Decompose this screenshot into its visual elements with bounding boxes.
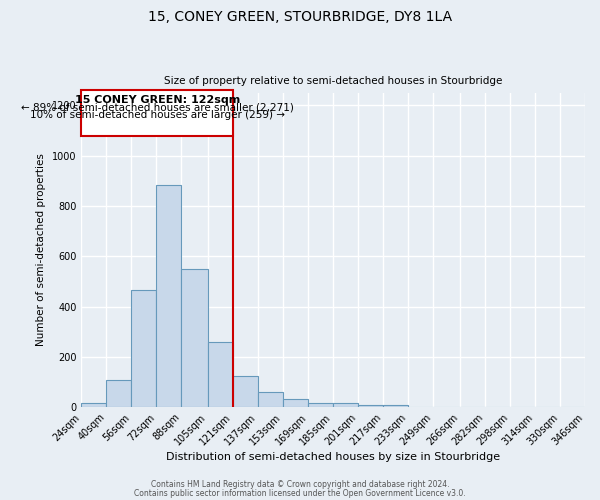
Text: Contains public sector information licensed under the Open Government Licence v3: Contains public sector information licen… [134, 488, 466, 498]
Y-axis label: Number of semi-detached properties: Number of semi-detached properties [37, 154, 46, 346]
FancyBboxPatch shape [82, 90, 233, 136]
Bar [82, 404, 106, 407]
Bar [208, 342, 233, 407]
Text: 15 CONEY GREEN: 122sqm: 15 CONEY GREEN: 122sqm [74, 95, 240, 105]
Bar [308, 402, 333, 407]
Text: Contains HM Land Registry data © Crown copyright and database right 2024.: Contains HM Land Registry data © Crown c… [151, 480, 449, 489]
Bar [383, 404, 408, 407]
Bar [157, 184, 181, 407]
Text: 10% of semi-detached houses are larger (259) →: 10% of semi-detached houses are larger (… [30, 110, 285, 120]
Bar [358, 405, 383, 407]
Bar [106, 380, 131, 407]
X-axis label: Distribution of semi-detached houses by size in Stourbridge: Distribution of semi-detached houses by … [166, 452, 500, 462]
Bar [181, 269, 208, 407]
Bar [258, 392, 283, 407]
Bar [131, 290, 157, 407]
Text: 15, CONEY GREEN, STOURBRIDGE, DY8 1LA: 15, CONEY GREEN, STOURBRIDGE, DY8 1LA [148, 10, 452, 24]
Bar [283, 399, 308, 407]
Bar [333, 403, 358, 407]
Bar [233, 376, 258, 407]
Title: Size of property relative to semi-detached houses in Stourbridge: Size of property relative to semi-detach… [164, 76, 502, 86]
Text: ← 89% of semi-detached houses are smaller (2,271): ← 89% of semi-detached houses are smalle… [21, 103, 293, 113]
